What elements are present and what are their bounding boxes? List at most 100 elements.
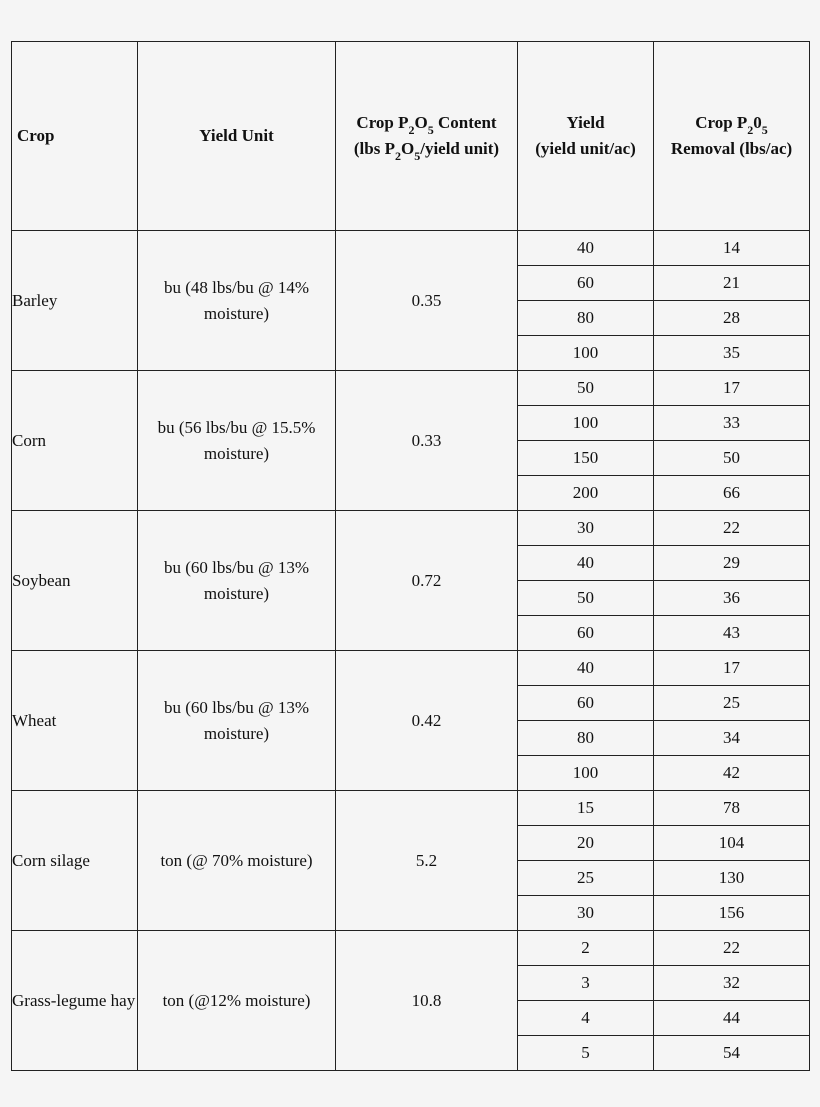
header-content-sub: 5 bbox=[427, 123, 434, 137]
removal-cell: 29 bbox=[653, 545, 810, 581]
p2o5-content-cell: 0.42 bbox=[335, 650, 518, 791]
crop-name-cell: Soybean bbox=[11, 510, 138, 651]
header-removal-text: 0 bbox=[753, 113, 762, 132]
header-content-text: /yield unit) bbox=[420, 139, 500, 158]
table-row: Wheat bu (60 lbs/bu @ 13% moisture) 0.42… bbox=[11, 650, 810, 791]
table-row: 100 42 bbox=[12, 755, 810, 791]
yield-cell: 50 bbox=[517, 370, 654, 406]
yield-cell: 60 bbox=[517, 685, 654, 721]
table-row: 25 130 bbox=[12, 860, 810, 896]
removal-cell: 156 bbox=[653, 895, 810, 931]
yield-unit-cell: ton (@12% moisture) bbox=[137, 930, 336, 1071]
removal-cell: 22 bbox=[653, 930, 810, 966]
removal-cell: 50 bbox=[653, 440, 810, 476]
table-row: Grass-legume hay ton (@12% moisture) 10.… bbox=[11, 930, 810, 1071]
yield-cell: 60 bbox=[517, 265, 654, 301]
table-row: 60 43 bbox=[12, 615, 810, 651]
removal-cell: 14 bbox=[653, 230, 810, 266]
yield-cell: 30 bbox=[517, 510, 654, 546]
removal-cell: 21 bbox=[653, 265, 810, 301]
removal-cell: 104 bbox=[653, 825, 810, 861]
header-content-text: Crop P bbox=[356, 113, 409, 132]
yield-cell: 25 bbox=[517, 860, 654, 896]
yield-cell: 40 bbox=[517, 650, 654, 686]
header-content-sub: 2 bbox=[394, 149, 401, 163]
yield-cell: 50 bbox=[517, 580, 654, 616]
removal-cell: 17 bbox=[653, 650, 810, 686]
table-row: 40 29 bbox=[12, 545, 810, 581]
header-removal-sub: 2 bbox=[747, 123, 754, 137]
header-yield-text: Yield bbox=[566, 113, 605, 132]
crop-name-cell: Corn silage bbox=[11, 790, 138, 931]
yield-unit-cell: bu (60 lbs/bu @ 13% moisture) bbox=[137, 650, 336, 791]
removal-cell: 36 bbox=[653, 580, 810, 616]
yield-cell: 4 bbox=[517, 1000, 654, 1036]
removal-cell: 35 bbox=[653, 335, 810, 371]
header-p2o5-content: Crop P2O5 Content (lbs P2O5/yield unit) bbox=[335, 41, 518, 231]
p2o5-content-cell: 0.35 bbox=[335, 230, 518, 371]
header-content-text: Content bbox=[433, 113, 497, 132]
header-content-text: (lbs P bbox=[353, 139, 395, 158]
crop-p2o5-removal-table: Crop Yield Unit Crop P2O5 Content (lbs P… bbox=[11, 41, 810, 1071]
table-row: 50 36 bbox=[12, 580, 810, 616]
table-row: 60 25 bbox=[12, 685, 810, 721]
header-p2o5-removal: Crop P205 Removal (lbs/ac) bbox=[653, 41, 810, 231]
crop-name-cell: Corn bbox=[11, 370, 138, 511]
yield-cell: 80 bbox=[517, 300, 654, 336]
yield-cell: 100 bbox=[517, 335, 654, 371]
header-content-sub: 2 bbox=[408, 123, 415, 137]
yield-cell: 40 bbox=[517, 545, 654, 581]
removal-cell: 22 bbox=[653, 510, 810, 546]
p2o5-content-cell: 0.72 bbox=[335, 510, 518, 651]
removal-cell: 42 bbox=[653, 755, 810, 791]
crop-name-cell: Wheat bbox=[11, 650, 138, 791]
header-yield: Yield (yield unit/ac) bbox=[517, 41, 654, 231]
p2o5-content-cell: 0.33 bbox=[335, 370, 518, 511]
p2o5-content-cell: 5.2 bbox=[335, 790, 518, 931]
header-content-text: O bbox=[400, 139, 415, 158]
header-crop: Crop bbox=[11, 41, 138, 231]
header-yield-unit: Yield Unit bbox=[137, 41, 336, 231]
table-row: 80 34 bbox=[12, 720, 810, 756]
crop-name-cell: Barley bbox=[11, 230, 138, 371]
yield-unit-cell: bu (60 lbs/bu @ 13% moisture) bbox=[137, 510, 336, 651]
header-removal-text: Crop P bbox=[695, 113, 748, 132]
header-content-sub: 5 bbox=[414, 149, 421, 163]
table-row: Corn silage ton (@ 70% moisture) 5.2 15 … bbox=[11, 790, 810, 931]
table-row: Soybean bu (60 lbs/bu @ 13% moisture) 0.… bbox=[11, 510, 810, 651]
table-row: Barley bu (48 lbs/bu @ 14% moisture) 0.3… bbox=[11, 230, 810, 371]
removal-cell: 33 bbox=[653, 405, 810, 441]
removal-cell: 32 bbox=[653, 965, 810, 1001]
header-content-text: O bbox=[414, 113, 428, 132]
yield-cell: 3 bbox=[517, 965, 654, 1001]
removal-cell: 17 bbox=[653, 370, 810, 406]
removal-cell: 66 bbox=[653, 475, 810, 511]
table-row: 80 28 bbox=[12, 300, 810, 336]
yield-unit-cell: bu (48 lbs/bu @ 14% moisture) bbox=[137, 230, 336, 371]
yield-cell: 2 bbox=[517, 930, 654, 966]
header-yield-text: (yield unit/ac) bbox=[535, 139, 636, 158]
header-removal-text: Removal (lbs/ac) bbox=[670, 139, 793, 158]
yield-cell: 5 bbox=[517, 1035, 654, 1071]
yield-cell: 40 bbox=[517, 230, 654, 266]
table-row: 100 33 bbox=[12, 405, 810, 441]
removal-cell: 78 bbox=[653, 790, 810, 826]
table-row: 30 156 bbox=[12, 895, 810, 931]
yield-cell: 100 bbox=[517, 755, 654, 791]
table-row: 150 50 bbox=[12, 440, 810, 476]
removal-cell: 43 bbox=[653, 615, 810, 651]
table-row: Corn bu (56 lbs/bu @ 15.5% moisture) 0.3… bbox=[11, 370, 810, 511]
removal-cell: 44 bbox=[653, 1000, 810, 1036]
removal-cell: 34 bbox=[653, 720, 810, 756]
yield-cell: 80 bbox=[517, 720, 654, 756]
yield-cell: 20 bbox=[517, 825, 654, 861]
yield-cell: 150 bbox=[517, 440, 654, 476]
header-removal-sub: 5 bbox=[761, 123, 768, 137]
removal-cell: 130 bbox=[653, 860, 810, 896]
yield-unit-cell: bu (56 lbs/bu @ 15.5% moisture) bbox=[137, 370, 336, 511]
table-row: 5 54 bbox=[12, 1035, 810, 1071]
removal-cell: 54 bbox=[653, 1035, 810, 1071]
yield-unit-cell: ton (@ 70% moisture) bbox=[137, 790, 336, 931]
removal-cell: 28 bbox=[653, 300, 810, 336]
table-row: 4 44 bbox=[12, 1000, 810, 1036]
